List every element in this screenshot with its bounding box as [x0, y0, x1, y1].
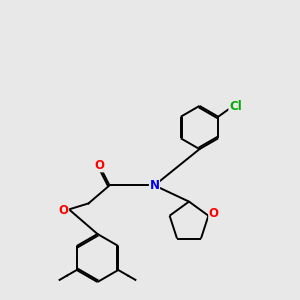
Text: Cl: Cl [229, 100, 242, 113]
Text: N: N [149, 179, 160, 192]
Text: O: O [94, 159, 105, 172]
Text: O: O [58, 204, 69, 217]
Text: O: O [209, 207, 219, 220]
